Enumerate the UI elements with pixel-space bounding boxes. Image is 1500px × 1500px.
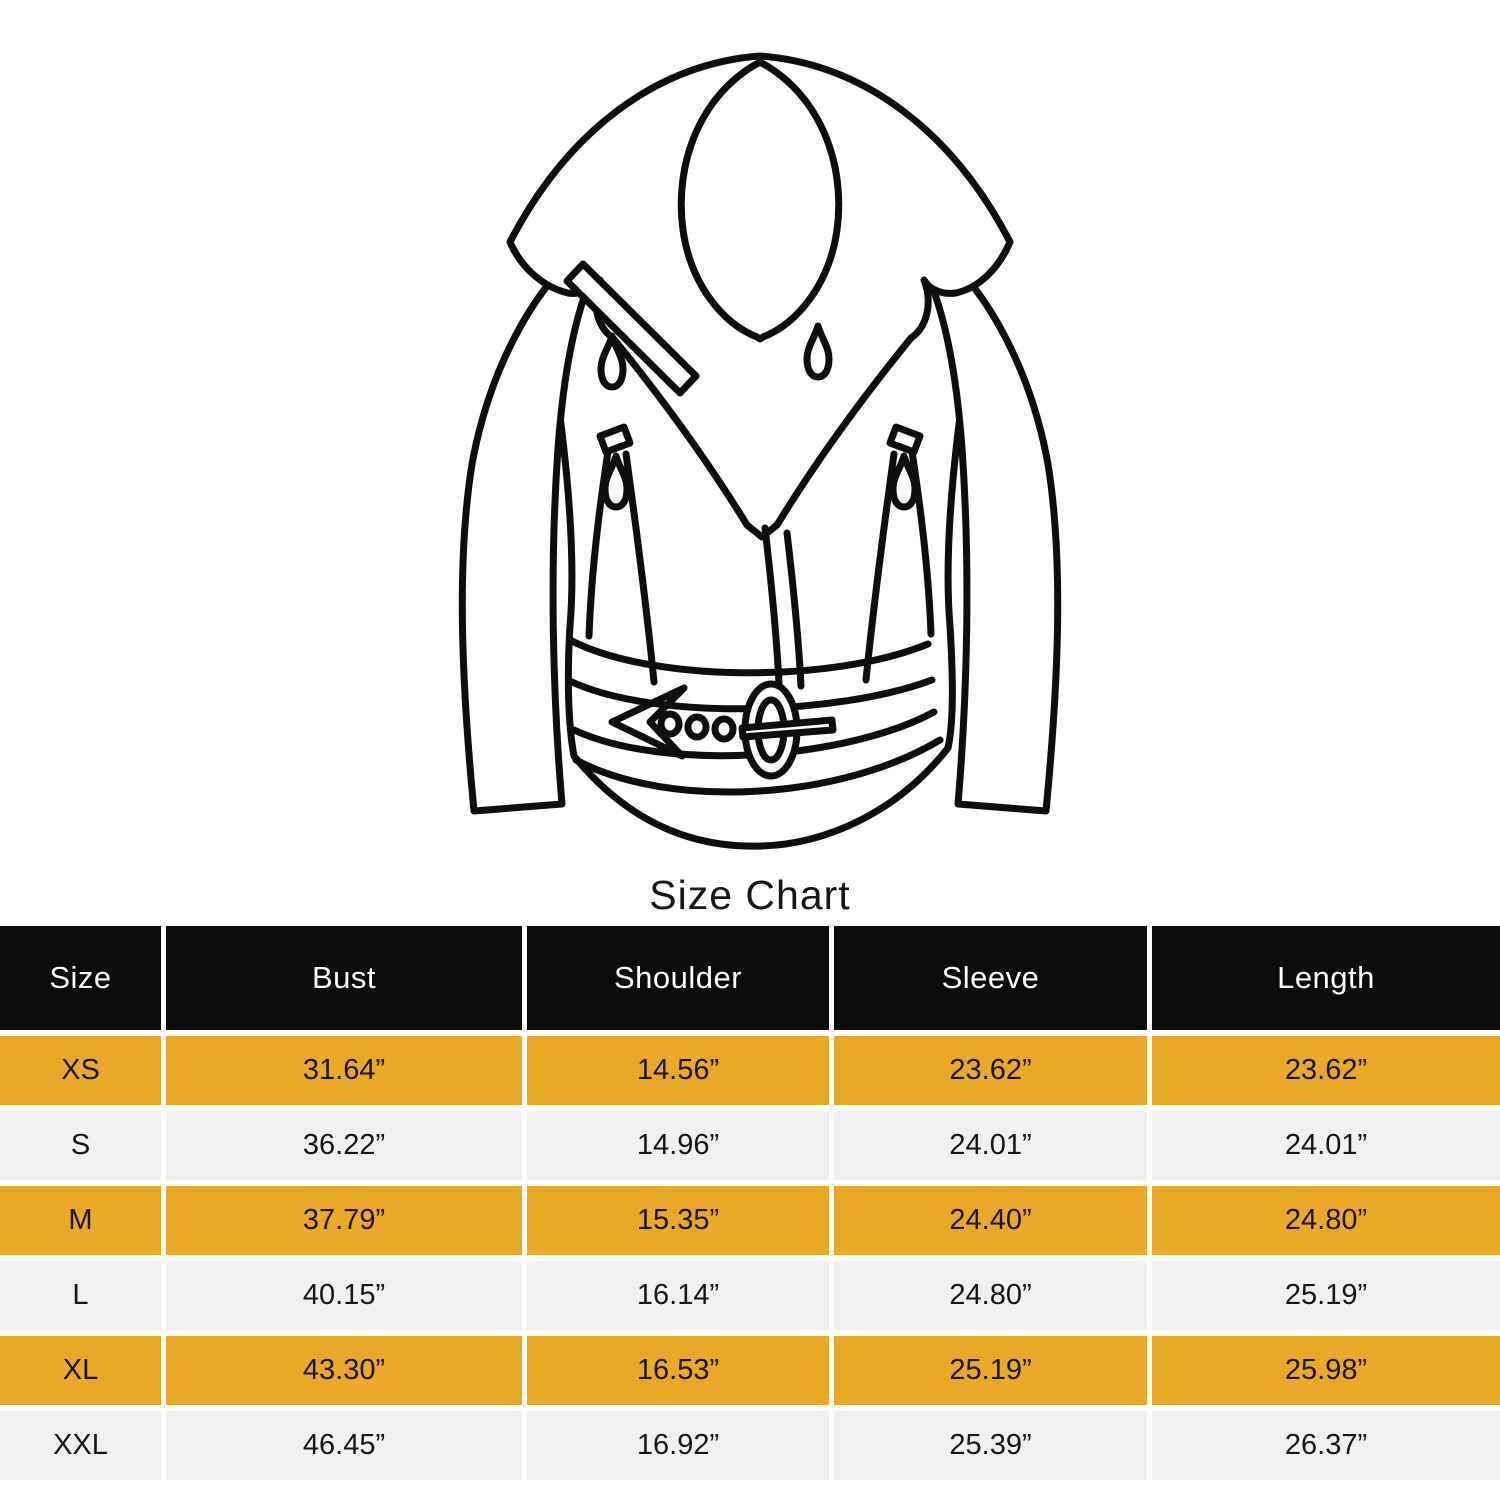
cell-size: L — [0, 1261, 161, 1330]
cell-shoulder: 16.92” — [527, 1411, 829, 1480]
jacket-neck-opening — [677, 58, 843, 343]
jacket-left-sleeve — [458, 232, 606, 815]
belt-hole — [657, 710, 683, 738]
cell-size: XXL — [0, 1411, 161, 1480]
cell-length: 24.80” — [1152, 1186, 1500, 1255]
zipper-pull — [601, 452, 631, 511]
waistband-line — [566, 636, 932, 677]
cell-bust: 40.15” — [166, 1261, 522, 1330]
waist-zipper-line — [585, 448, 612, 640]
column-header-sleeve: Sleeve — [834, 926, 1147, 1030]
waist-zipper-line — [862, 450, 898, 684]
cell-sleeve: 25.39” — [834, 1411, 1147, 1480]
column-header-size: Size — [0, 926, 161, 1030]
waist-zipper-tab-right — [886, 423, 924, 456]
cell-shoulder: 16.14” — [527, 1261, 829, 1330]
waist-zipper-line — [908, 448, 935, 638]
cell-bust: 36.22” — [166, 1111, 522, 1180]
cell-shoulder: 14.56” — [527, 1036, 829, 1105]
cell-shoulder: 14.96” — [527, 1111, 829, 1180]
belt-hole — [684, 713, 710, 741]
cell-sleeve: 24.40” — [834, 1186, 1147, 1255]
belt-buckle-prong — [738, 716, 837, 741]
table-row-xl: XL 43.30” 16.53” 25.19” 25.98” — [0, 1336, 1500, 1405]
table-row-xs: XS 31.64” 14.56” 23.62” 23.62” — [0, 1036, 1500, 1105]
column-header-bust: Bust — [166, 926, 522, 1030]
cell-size: S — [0, 1111, 161, 1180]
table-row-l: L 40.15” 16.14” 24.80” 25.19” — [0, 1261, 1500, 1330]
page-title: Size Chart — [649, 872, 851, 918]
waist-zipper-tab-left — [596, 423, 634, 456]
cell-length: 25.19” — [1152, 1261, 1500, 1330]
cell-length: 26.37” — [1152, 1411, 1500, 1480]
column-header-shoulder: Shoulder — [527, 926, 829, 1030]
cell-sleeve: 24.01” — [834, 1111, 1147, 1180]
cell-size: XS — [0, 1036, 161, 1105]
cell-length: 24.01” — [1152, 1111, 1500, 1180]
zipper-pull — [803, 322, 833, 381]
jacket-svg — [458, 52, 1062, 850]
zipper-pull — [889, 452, 919, 511]
cell-size: M — [0, 1186, 161, 1255]
cell-bust: 43.30” — [166, 1336, 522, 1405]
cell-sleeve: 23.62” — [834, 1036, 1147, 1105]
table-header-row: Size Bust Shoulder Sleeve Length — [0, 926, 1500, 1030]
cell-size: XL — [0, 1336, 161, 1405]
cell-bust: 46.45” — [166, 1411, 522, 1480]
column-header-length: Length — [1152, 926, 1500, 1030]
cell-length: 25.98” — [1152, 1336, 1500, 1405]
belt-hole — [711, 715, 737, 743]
table-row-s: S 36.22” 14.96” 24.01” 24.01” — [0, 1111, 1500, 1180]
cell-bust: 37.79” — [166, 1186, 522, 1255]
jacket-right-sleeve — [914, 232, 1062, 815]
table-row-m: M 37.79” 15.35” 24.40” 24.80” — [0, 1186, 1500, 1255]
size-chart-table: Size Bust Shoulder Sleeve Length XS 31.6… — [0, 926, 1500, 1486]
zipper-pull — [597, 332, 627, 391]
jacket-line-art-illustration — [440, 36, 1080, 851]
cell-length: 23.62” — [1152, 1036, 1500, 1105]
waist-zipper-line — [622, 450, 658, 686]
chest-zipper-strip — [563, 260, 700, 397]
waistband-line — [572, 736, 944, 796]
belt-end-chevron — [608, 684, 688, 760]
cell-shoulder: 16.53” — [527, 1336, 829, 1405]
cell-shoulder: 15.35” — [527, 1186, 829, 1255]
cell-bust: 31.64” — [166, 1036, 522, 1105]
table-row-xxl: XXL 46.45” 16.92” 25.39” 26.37” — [0, 1411, 1500, 1480]
cell-sleeve: 24.80” — [834, 1261, 1147, 1330]
cell-sleeve: 25.19” — [834, 1336, 1147, 1405]
